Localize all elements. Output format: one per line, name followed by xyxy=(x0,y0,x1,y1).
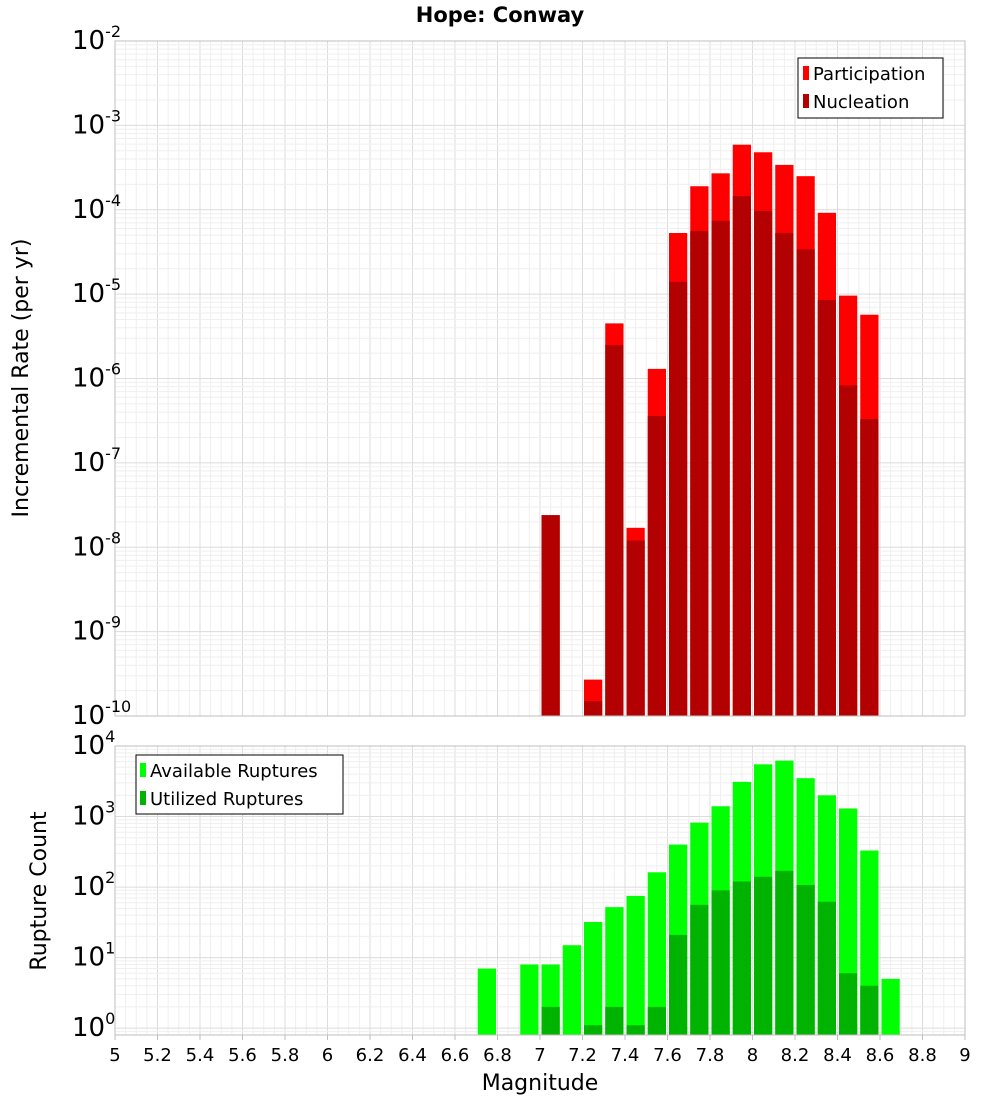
x-tick-label: 5 xyxy=(109,1045,120,1066)
y-tick-label: 10-2 xyxy=(72,22,121,56)
x-tick-label: 8.4 xyxy=(823,1045,852,1066)
x-tick-label: 9 xyxy=(959,1045,970,1066)
legend-available-swatch xyxy=(140,763,146,777)
nucleation-bar xyxy=(541,515,560,716)
nucleation-bar xyxy=(669,281,688,716)
legend-participation-swatch xyxy=(803,66,809,80)
utilized-bar xyxy=(541,1006,560,1035)
top-legend: Participation Nucleation xyxy=(797,57,944,119)
x-tick-label: 7.6 xyxy=(653,1045,682,1066)
x-tick-label: 8.8 xyxy=(908,1045,937,1066)
y-tick-label: 10-7 xyxy=(72,444,121,478)
nucleation-bar xyxy=(796,249,815,716)
top-legend-box xyxy=(797,57,944,119)
available-bar xyxy=(626,895,645,1035)
available-bar xyxy=(562,945,581,1035)
nucleation-bar xyxy=(690,230,709,716)
x-tick-label: 7.2 xyxy=(568,1045,597,1066)
x-tick-label: 5.6 xyxy=(228,1045,257,1066)
x-tick-label: 7.4 xyxy=(611,1045,640,1066)
y-tick-label: 104 xyxy=(72,727,115,761)
utilized-bar xyxy=(690,904,709,1035)
utilized-bar xyxy=(754,876,773,1035)
x-tick-label: 5.4 xyxy=(186,1045,215,1066)
nucleation-bar xyxy=(605,344,624,716)
bottom-legend: Available Ruptures Utilized Ruptures xyxy=(135,754,344,815)
available-bar xyxy=(520,964,539,1035)
bottom-legend-box xyxy=(135,754,344,815)
available-bar xyxy=(584,921,603,1035)
x-axis-label: Magnitude xyxy=(482,1071,599,1096)
nucleation-bar xyxy=(775,233,794,716)
available-bar xyxy=(605,907,624,1035)
x-tick-label: 8.2 xyxy=(781,1045,810,1066)
utilized-bar xyxy=(669,934,688,1035)
nucleation-bar xyxy=(732,196,751,716)
utilized-bar xyxy=(732,881,751,1035)
y-tick-label: 10-5 xyxy=(72,275,121,309)
x-tick-label: 8 xyxy=(747,1045,758,1066)
chart-title: Hope: Conway xyxy=(416,3,585,27)
top-panel: 10-10 10-9 10-8 10-7 10-6 10-5 10-4 10-3 10-2 In… xyxy=(9,22,966,731)
legend-utilized-swatch xyxy=(140,791,146,805)
x-tick-label: 5.8 xyxy=(271,1045,300,1066)
x-tick-label: 7 xyxy=(534,1045,545,1066)
nucleation-bar xyxy=(817,300,836,716)
nucleation-bar xyxy=(626,540,645,716)
nucleation-bar xyxy=(647,415,666,716)
utilized-bar xyxy=(711,890,730,1035)
top-y-axis-label: Incremental Rate (per yr) xyxy=(9,239,34,518)
top-y-ticks: 10-10 10-9 10-8 10-7 10-6 10-5 10-4 10-3 10-2 xyxy=(72,22,131,731)
bottom-y-ticks: 100 101 102 103 104 xyxy=(72,727,115,1043)
legend-nucleation-label: Nucleation xyxy=(813,92,909,113)
x-tick-label: 6.6 xyxy=(441,1045,470,1066)
utilized-bar xyxy=(775,870,794,1035)
x-tick-label: 6.2 xyxy=(356,1045,385,1066)
nucleation-bar xyxy=(860,419,879,716)
x-tick-label: 6 xyxy=(322,1045,333,1066)
y-tick-label: 10-3 xyxy=(72,106,121,140)
y-tick-label: 10-10 xyxy=(72,697,131,731)
legend-available-label: Available Ruptures xyxy=(150,761,318,782)
available-bar xyxy=(647,872,666,1035)
top-grid xyxy=(114,41,966,717)
utilized-bar xyxy=(605,1006,624,1035)
legend-participation-label: Participation xyxy=(813,64,925,85)
bottom-panel: 100 101 102 103 104 5 5.2 5.4 5.6 5.8 6 6.2 6.4 6.6 6… xyxy=(27,727,971,1096)
nucleation-bar xyxy=(711,220,730,716)
x-tick-label: 8.6 xyxy=(866,1045,895,1066)
y-tick-label: 101 xyxy=(72,939,115,973)
top-frame xyxy=(114,40,966,717)
y-tick-label: 10-4 xyxy=(72,191,121,225)
utilized-bar xyxy=(839,973,858,1035)
utilized-bar xyxy=(647,1006,666,1035)
utilized-bar xyxy=(626,1025,645,1035)
bottom-bars xyxy=(477,760,900,1035)
y-tick-label: 10-9 xyxy=(72,613,121,647)
y-tick-label: 102 xyxy=(72,868,115,902)
utilized-bar xyxy=(817,901,836,1035)
utilized-bar xyxy=(796,885,815,1035)
y-tick-label: 10-6 xyxy=(72,360,121,394)
available-bar xyxy=(881,978,900,1035)
utilized-bar xyxy=(860,985,879,1035)
nucleation-bar xyxy=(839,385,858,716)
x-tick-label: 7.8 xyxy=(696,1045,725,1066)
utilized-bar xyxy=(584,1025,603,1035)
y-tick-label: 10-8 xyxy=(72,528,121,562)
legend-nucleation-swatch xyxy=(803,94,809,108)
top-bars xyxy=(541,144,879,717)
bottom-y-axis-label: Rupture Count xyxy=(27,811,52,971)
y-tick-label: 103 xyxy=(72,798,115,832)
nucleation-bar xyxy=(754,210,773,716)
x-tick-label: 5.2 xyxy=(143,1045,172,1066)
x-tick-label: 6.4 xyxy=(398,1045,427,1066)
x-ticks: 5 5.2 5.4 5.6 5.8 6 6.2 6.4 6.6 6.8 7 7.2 7.4 7.6 7.8 8… xyxy=(109,1035,971,1066)
y-tick-label: 100 xyxy=(72,1009,115,1043)
x-tick-label: 6.8 xyxy=(483,1045,512,1066)
available-bar xyxy=(477,968,496,1035)
legend-utilized-label: Utilized Ruptures xyxy=(150,789,303,810)
nucleation-bar xyxy=(584,701,603,716)
